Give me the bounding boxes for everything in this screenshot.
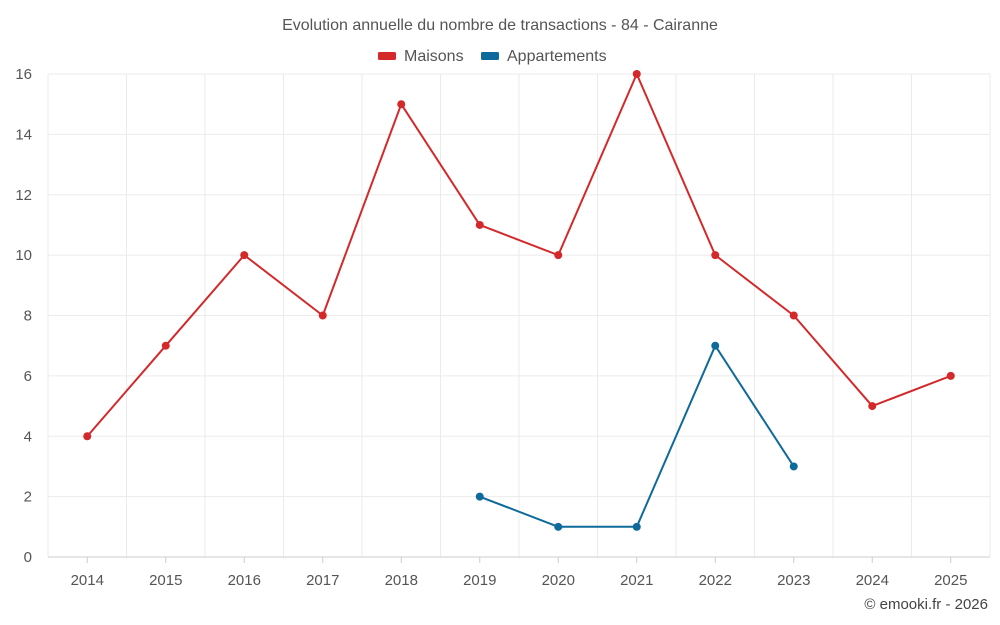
data-point-appartements[interactable] [554, 522, 563, 531]
data-point-maisons[interactable] [711, 251, 720, 260]
x-tick-label: 2023 [777, 572, 810, 589]
x-tick-label: 2015 [149, 572, 182, 589]
x-tick-label: 2016 [228, 572, 261, 589]
x-axis: 2014 2015 2016 2017 2018 2019 2020 2021 2022 2023… [48, 556, 990, 589]
legend-label: Appartements [507, 48, 607, 65]
x-tick-label: 2021 [620, 572, 653, 589]
y-axis: 0 2 4 6 8 10 12 14 16 [15, 66, 32, 566]
y-tick-label: 8 [24, 308, 32, 325]
x-tick-label: 2022 [699, 572, 732, 589]
y-tick-label: 0 [24, 549, 32, 566]
legend-item-appartements[interactable]: Appartements [481, 48, 607, 65]
legend-swatch [481, 52, 499, 60]
x-tick-label: 2019 [463, 572, 496, 589]
legend-label: Maisons [404, 48, 464, 65]
credit-text: © emooki.fr - 2026 [864, 596, 988, 613]
data-point-maisons[interactable] [946, 371, 955, 380]
legend: Maisons Appartements [378, 48, 607, 65]
data-point-maisons[interactable] [318, 311, 327, 320]
data-point-appartements[interactable] [632, 522, 641, 531]
y-tick-label: 16 [15, 66, 32, 83]
y-tick-label: 4 [24, 428, 32, 445]
y-tick-label: 2 [24, 489, 32, 506]
data-point-maisons[interactable] [397, 100, 406, 109]
x-tick-label: 2017 [306, 572, 339, 589]
data-point-appartements[interactable] [789, 462, 798, 471]
data-point-maisons[interactable] [161, 341, 170, 350]
x-tick-label: 2024 [856, 572, 889, 589]
data-point-maisons[interactable] [83, 432, 92, 441]
data-point-maisons[interactable] [475, 220, 484, 229]
data-point-appartements[interactable] [711, 341, 720, 350]
y-tick-label: 6 [24, 368, 32, 385]
data-point-maisons[interactable] [240, 251, 249, 260]
series-group [83, 70, 955, 531]
x-tick-label: 2025 [934, 572, 967, 589]
grid [47, 73, 991, 557]
y-tick-label: 12 [15, 187, 32, 204]
chart-title: Evolution annuelle du nombre de transact… [282, 17, 718, 34]
data-point-maisons[interactable] [868, 402, 877, 411]
series-line-maisons [86, 73, 952, 437]
data-point-maisons[interactable] [789, 311, 798, 320]
legend-swatch [378, 52, 396, 60]
x-tick-label: 2018 [385, 572, 418, 589]
x-tick-label: 2020 [542, 572, 575, 589]
legend-item-maisons[interactable]: Maisons [378, 48, 464, 65]
data-point-maisons[interactable] [632, 70, 641, 78]
y-tick-label: 14 [15, 126, 32, 143]
data-point-maisons[interactable] [554, 251, 563, 260]
x-tick-label: 2014 [71, 572, 104, 589]
data-point-appartements[interactable] [475, 492, 484, 501]
y-tick-label: 10 [15, 247, 32, 264]
